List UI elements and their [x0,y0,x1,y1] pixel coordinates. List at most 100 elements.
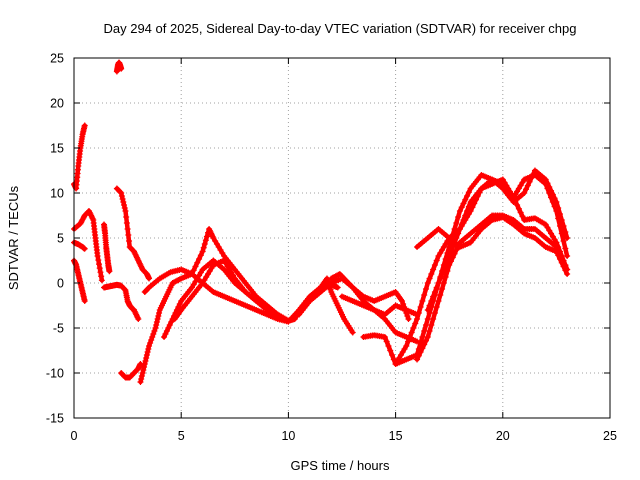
data-point [81,122,88,129]
data-point [387,347,394,354]
data-point [424,280,431,286]
data-point [146,275,153,282]
series-track-21 [414,214,571,277]
x-tick-label: 0 [71,429,78,443]
data-point [197,252,204,259]
data-point [517,209,524,216]
data-point [422,322,429,328]
data-point [154,316,161,322]
x-tick-label: 10 [281,429,295,443]
data-point [415,352,422,359]
data-point [389,352,396,358]
data-point [430,266,437,273]
data-point [126,238,133,244]
data-point [121,202,128,208]
data-point [146,343,153,349]
data-point [421,341,428,348]
y-tick-label: -10 [46,367,64,381]
data-point [381,334,388,340]
axis-ticks: 0 5 10 15 20 25 -15 -10 -5 0 5 10 15 20 25 [46,52,617,444]
data-point [200,244,207,251]
data-point [426,275,433,282]
data-point [515,205,522,212]
data-point [456,226,463,232]
data-point [435,280,442,286]
data-point [98,273,105,280]
data-point [424,316,431,322]
data-point [96,265,103,272]
data-point [553,239,560,246]
data-point [421,328,428,334]
data-point [437,275,444,282]
data-point [546,184,553,190]
data-point [430,293,437,300]
data-point [201,241,208,247]
data-point [405,316,412,322]
y-tick-label: 10 [50,187,64,201]
data-point [142,358,149,364]
data-point [551,195,558,202]
data-point [526,178,533,185]
data-point [118,190,125,196]
data-point [188,271,195,277]
data-point [106,268,113,275]
data-point [544,180,551,187]
data-point [400,301,407,307]
data-point [118,65,125,72]
data-point [196,256,203,262]
y-tick-label: -15 [46,412,64,426]
data-point [530,171,537,178]
data-point [556,256,563,262]
data-point [123,220,130,226]
data-point [383,338,390,345]
data-point [464,208,471,214]
data-point [428,322,435,328]
data-point [414,316,421,322]
data-point [564,235,571,241]
data-point [98,277,105,284]
data-point [431,289,438,295]
data-point [422,286,429,292]
data-point [465,189,472,196]
data-point [548,187,555,194]
data-point [439,271,446,277]
data-point [120,199,127,205]
data-point [399,298,406,304]
data-point [419,298,426,304]
data-point [437,292,444,298]
y-tick-label: -5 [53,322,64,336]
y-tick-label: 25 [50,52,64,66]
data-point [141,361,148,367]
data-point [415,310,422,316]
data-point [433,284,440,291]
data-point [124,226,131,232]
data-point [96,261,103,268]
data-point [556,211,563,217]
data-point [442,262,449,268]
series-trace [393,168,570,367]
y-tick-label: 20 [50,97,64,111]
data-point [458,204,465,211]
data-point [524,182,531,189]
data-point [549,191,556,198]
data-point [385,343,392,349]
data-point [558,217,565,223]
data-point [404,313,411,319]
data-point [139,370,146,376]
y-tick-label: 15 [50,142,64,156]
series-track-20 [424,176,571,313]
data-point [419,334,426,340]
data-point [424,334,431,340]
y-tick-label: 5 [57,232,64,246]
data-point [406,334,413,340]
data-point [446,253,453,259]
data-point [419,345,426,352]
data-point [81,298,88,304]
data-point [465,203,472,210]
data-point [390,356,397,363]
data-point [433,304,440,310]
data-point [417,304,424,310]
grid-lines [74,58,610,418]
data-point [460,200,467,207]
data-point [462,212,469,219]
